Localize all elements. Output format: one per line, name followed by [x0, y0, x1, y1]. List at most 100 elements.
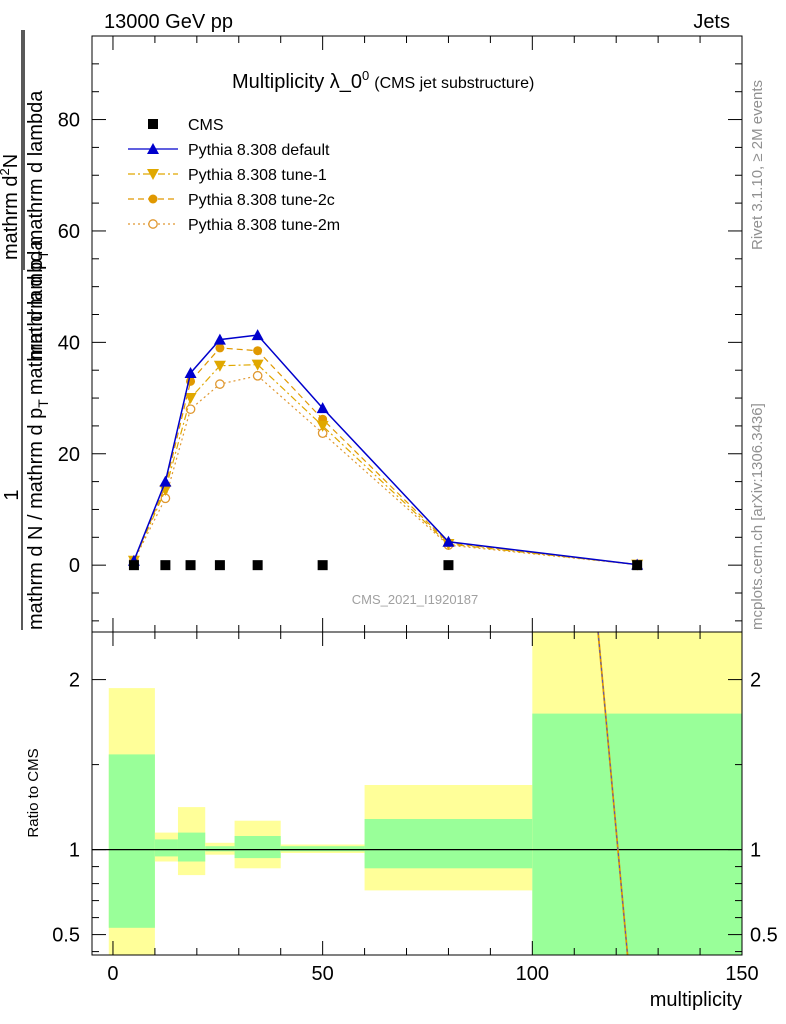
ylabel-main-text: mathrm d N / mathrm d p [25, 408, 47, 630]
y-tick-label: 0 [69, 555, 80, 577]
data-point [253, 346, 263, 356]
legend-marker [148, 119, 158, 129]
ylabel-frac-bot-sub: T [35, 250, 51, 259]
ratio-band-green [177, 832, 206, 862]
y-tick-label: 40 [58, 332, 80, 354]
series-pythia-8-308-tune-2c [129, 343, 642, 570]
data-point [251, 329, 264, 341]
legend-label: Pythia 8.308 tune-1 [188, 167, 327, 184]
ratio-band-green [532, 713, 742, 955]
data-point [184, 393, 197, 405]
data-point [251, 359, 264, 371]
side-text-bottom: mcplots.cern.ch [arXiv:1306.3436] [749, 403, 766, 630]
ylabel-main-sub: T [35, 399, 51, 408]
x-tick-label: 150 [725, 963, 758, 985]
main-series [127, 329, 644, 571]
data-point [215, 343, 225, 353]
ylabel-frac-top: mathrm d2N [0, 154, 22, 260]
ylabel-frac-bot: mathrm d pTmathrm d lambda [25, 90, 51, 360]
legend-marker [148, 219, 158, 229]
data-point [213, 360, 226, 372]
ratio-panel: 0.5 0.5 1 1 2 2 0 50 100 150 Ratio to CMS multipl… [25, 631, 778, 1011]
chart-title-main: Multiplicity λ_0 [232, 71, 362, 93]
ratio-band-green [364, 819, 533, 869]
ratio-y-tick-label-right: 1 [750, 840, 761, 862]
data-point [316, 420, 329, 432]
ylabel-frac-bot-a: mathrm d p [25, 259, 47, 360]
data-point [185, 404, 196, 415]
main-panel: 0 20 40 60 80 CMS_2021_I1920187 Multiplicity… [58, 35, 743, 633]
ratio-ticks: 0.5 0.5 1 1 2 2 0 50 100 150 [52, 632, 778, 985]
ratio-line-blue [597, 631, 629, 956]
series-line [133, 375, 638, 566]
legend-entry: Pythia 8.308 default [128, 142, 330, 159]
y-tick-label: 20 [58, 444, 80, 466]
legend-entry: Pythia 8.308 tune-2c [128, 192, 335, 209]
ratio-band-green [280, 846, 365, 852]
ratio-y-tick-label-left: 1 [69, 840, 80, 862]
data-point [160, 560, 171, 571]
ratio-band-green [234, 836, 281, 859]
ylabel-frac-bot-b: mathrm d lambda [25, 90, 47, 246]
legend-marker [147, 169, 159, 180]
ylabel-frac-top-b: N [0, 154, 22, 168]
y-tick-label: 60 [58, 221, 80, 243]
ylabel-main: mathrm d N / mathrm d pTmathrm d lambda [25, 239, 51, 630]
data-point [159, 475, 172, 487]
ratio-xlabel: multiplicity [650, 989, 742, 1011]
data-point [213, 333, 226, 345]
legend-entry: CMS [148, 117, 224, 134]
data-point [252, 560, 263, 571]
ratio-y-tick-label-left: 0.5 [52, 925, 80, 947]
legend-label: Pythia 8.308 tune-2m [188, 217, 340, 234]
legend-marker [148, 194, 158, 204]
data-point [252, 370, 263, 381]
ylabel-frac-top-a: mathrm d [0, 176, 22, 260]
analysis-id: CMS_2021_I1920187 [352, 592, 479, 607]
data-point [128, 560, 139, 571]
chart-title-suffix: (CMS jet substructure) [374, 75, 534, 92]
legend-label: Pythia 8.308 tune-2c [188, 192, 335, 209]
chart-title: Multiplicity λ_00 (CMS jet substructure) [232, 68, 534, 93]
header-left: 13000 GeV pp [104, 11, 233, 33]
header-right: Jets [693, 11, 730, 33]
ratio-y-tick-label-left: 2 [69, 670, 80, 692]
ylabel-main-tail: mathrm d lambda [25, 239, 47, 395]
x-tick-label: 50 [312, 963, 334, 985]
ratio-bands [92, 631, 742, 956]
legend: CMS Pythia 8.308 default Pythia 8.308 tune… [128, 117, 340, 234]
data-point [443, 560, 454, 571]
series-line [133, 364, 638, 566]
chart-title-sup: 0 [362, 68, 369, 83]
ratio-band-green [108, 754, 155, 928]
series-line [133, 347, 638, 566]
ratio-y-tick-label-right: 0.5 [750, 925, 778, 947]
series-line [133, 334, 638, 566]
side-text-top: Rivet 3.1.10, ≥ 2M events [749, 80, 766, 250]
ratio-band-green [205, 846, 235, 852]
legend-entry: Pythia 8.308 tune-1 [128, 167, 327, 184]
data-point [185, 560, 196, 571]
ratio-ylabel: Ratio to CMS [25, 748, 42, 837]
x-tick-label: 0 [107, 963, 118, 985]
main-ylabel: 1 mathrm d N / mathrm d pTmathrm d lambd… [0, 30, 51, 630]
data-point [316, 402, 329, 414]
ratio-y-tick-label-right: 2 [750, 670, 761, 692]
legend-label: Pythia 8.308 default [188, 142, 330, 159]
ylabel-frac-top-sup: 2 [0, 168, 12, 175]
series-pythia-8-308-tune-2m [129, 370, 643, 570]
main-ticks: 0 20 40 60 80 [58, 36, 743, 632]
legend-marker [147, 143, 159, 154]
ratio-band-green [154, 839, 178, 857]
data-point [184, 366, 197, 378]
legend-entry: Pythia 8.308 tune-2m [128, 217, 340, 234]
data-point [215, 379, 225, 389]
y-tick-label: 80 [58, 110, 80, 132]
x-tick-label: 100 [516, 963, 549, 985]
ratio-frame [91, 631, 743, 956]
series-pythia-8-308-tune-1 [127, 359, 644, 571]
legend-label: CMS [188, 117, 224, 134]
ylabel-numerator: 1 [1, 489, 23, 500]
data-point [632, 560, 643, 571]
